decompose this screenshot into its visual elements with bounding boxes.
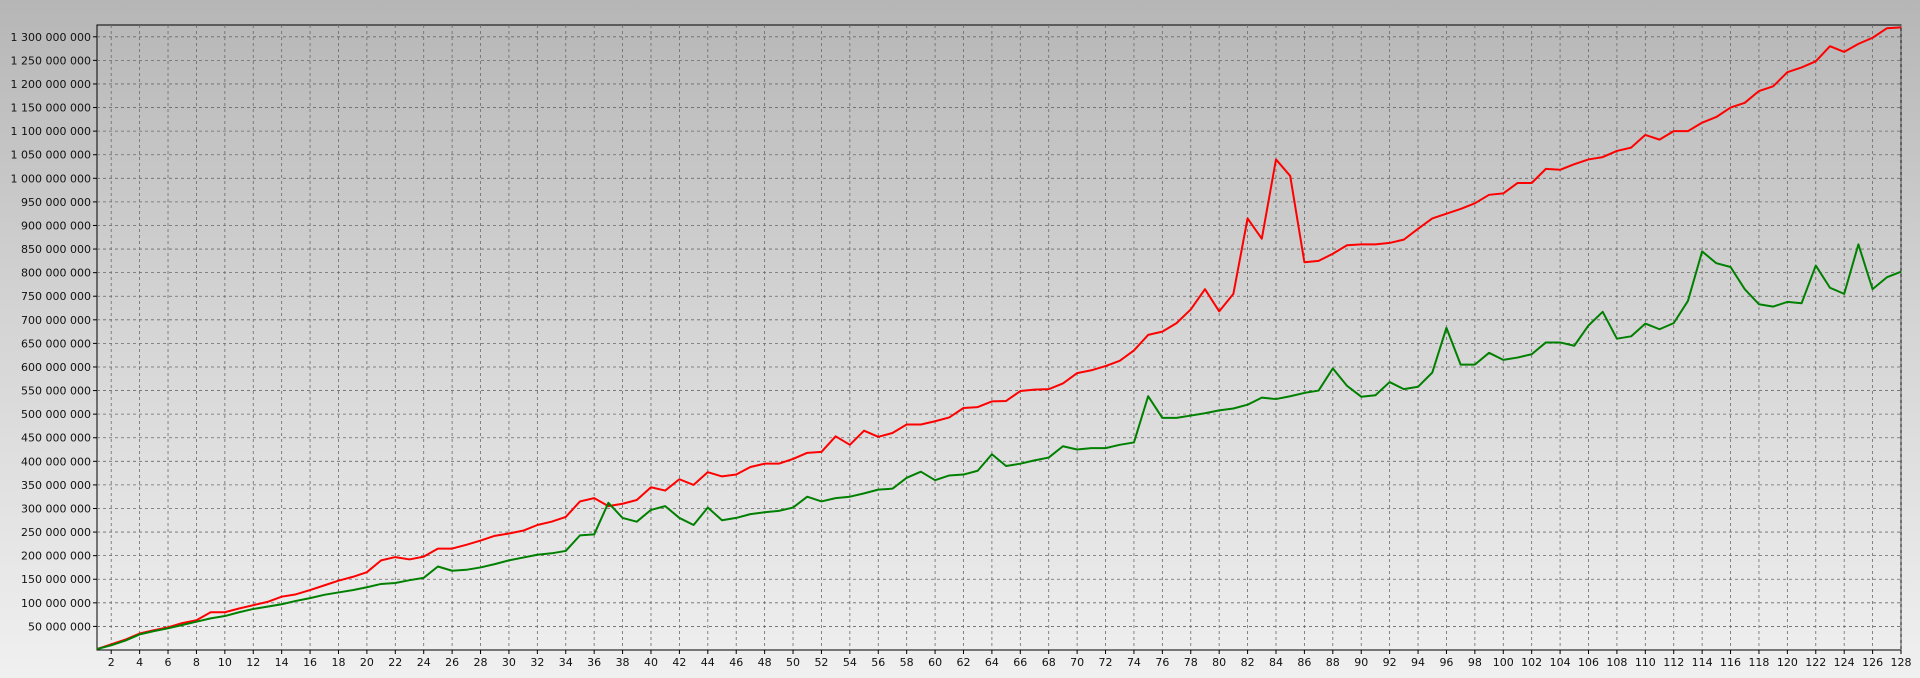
x-tick-label: 54 <box>843 656 857 669</box>
y-axis: 50 000 000 100 000 000 150 000 000 200 000 … <box>11 31 97 633</box>
grid-lines <box>97 25 1902 650</box>
x-tick-label: 28 <box>474 656 488 669</box>
x-tick-label: 114 <box>1692 656 1713 669</box>
x-tick-label: 42 <box>672 656 686 669</box>
x-tick-label: 74 <box>1127 656 1141 669</box>
x-tick-label: 126 <box>1862 656 1883 669</box>
x-axis: 2 4 6 8 10 12 14 16 18 20 22 24 26 28 30 32 34 36 38 40 42 44… <box>108 650 1912 669</box>
x-tick-label: 124 <box>1834 656 1855 669</box>
x-tick-label: 30 <box>502 656 516 669</box>
x-tick-label: 66 <box>1013 656 1027 669</box>
x-tick-label: 32 <box>530 656 544 669</box>
x-tick-label: 104 <box>1550 656 1571 669</box>
y-tick-label: 200 000 000 <box>21 550 91 563</box>
x-tick-label: 68 <box>1042 656 1056 669</box>
x-tick-label: 118 <box>1748 656 1769 669</box>
x-tick-label: 100 <box>1493 656 1514 669</box>
y-tick-label: 1 050 000 000 <box>11 149 91 162</box>
x-tick-label: 60 <box>928 656 942 669</box>
y-tick-label: 900 000 000 <box>21 219 91 232</box>
x-tick-label: 90 <box>1354 656 1368 669</box>
x-tick-label: 128 <box>1891 656 1912 669</box>
series-line-2 <box>96 243 1902 651</box>
x-tick-label: 106 <box>1578 656 1599 669</box>
y-tick-label: 1 300 000 000 <box>11 31 91 44</box>
x-tick-label: 6 <box>165 656 172 669</box>
x-tick-label: 10 <box>218 656 232 669</box>
y-tick-label: 1 100 000 000 <box>11 125 91 138</box>
x-tick-label: 20 <box>360 656 374 669</box>
x-tick-label: 50 <box>786 656 800 669</box>
y-tick-label: 1 000 000 000 <box>11 172 91 185</box>
x-tick-label: 70 <box>1070 656 1084 669</box>
y-tick-label: 350 000 000 <box>21 479 91 492</box>
y-tick-label: 100 000 000 <box>21 597 91 610</box>
x-tick-label: 64 <box>985 656 999 669</box>
y-tick-label: 550 000 000 <box>21 385 91 398</box>
series-line-1 <box>96 26 1902 651</box>
y-tick-label: 50 000 000 <box>28 620 91 633</box>
y-tick-label: 750 000 000 <box>21 290 91 303</box>
y-tick-label: 500 000 000 <box>21 408 91 421</box>
y-tick-label: 450 000 000 <box>21 432 91 445</box>
y-tick-label: 1 250 000 000 <box>11 54 91 67</box>
x-tick-label: 26 <box>445 656 459 669</box>
x-tick-label: 92 <box>1383 656 1397 669</box>
y-tick-label: 650 000 000 <box>21 337 91 350</box>
x-tick-label: 62 <box>956 656 970 669</box>
x-tick-label: 12 <box>246 656 260 669</box>
y-tick-label: 600 000 000 <box>21 361 91 374</box>
x-tick-label: 110 <box>1635 656 1656 669</box>
x-tick-label: 122 <box>1805 656 1826 669</box>
y-tick-label: 700 000 000 <box>21 314 91 327</box>
y-tick-label: 300 000 000 <box>21 502 91 515</box>
y-tick-label: 1 150 000 000 <box>11 102 91 115</box>
x-tick-label: 18 <box>331 656 345 669</box>
x-tick-label: 34 <box>559 656 573 669</box>
x-tick-label: 108 <box>1606 656 1627 669</box>
x-tick-label: 46 <box>729 656 743 669</box>
x-tick-label: 94 <box>1411 656 1425 669</box>
x-tick-label: 2 <box>108 656 115 669</box>
y-tick-label: 150 000 000 <box>21 573 91 586</box>
x-tick-label: 22 <box>388 656 402 669</box>
x-tick-label: 38 <box>616 656 630 669</box>
y-tick-label: 800 000 000 <box>21 267 91 280</box>
x-tick-label: 8 <box>193 656 200 669</box>
x-tick-label: 86 <box>1297 656 1311 669</box>
x-tick-label: 80 <box>1212 656 1226 669</box>
x-tick-label: 24 <box>417 656 431 669</box>
x-tick-label: 78 <box>1184 656 1198 669</box>
x-tick-label: 96 <box>1439 656 1453 669</box>
x-tick-label: 36 <box>587 656 601 669</box>
x-tick-label: 56 <box>871 656 885 669</box>
x-tick-label: 72 <box>1099 656 1113 669</box>
x-tick-label: 120 <box>1777 656 1798 669</box>
x-tick-label: 40 <box>644 656 658 669</box>
x-tick-label: 112 <box>1663 656 1684 669</box>
y-tick-label: 950 000 000 <box>21 196 91 209</box>
x-tick-label: 4 <box>136 656 143 669</box>
y-tick-label: 1 200 000 000 <box>11 78 91 91</box>
x-tick-label: 88 <box>1326 656 1340 669</box>
x-tick-label: 48 <box>758 656 772 669</box>
x-tick-label: 84 <box>1269 656 1283 669</box>
x-tick-label: 52 <box>814 656 828 669</box>
x-tick-label: 14 <box>275 656 289 669</box>
y-tick-label: 400 000 000 <box>21 455 91 468</box>
plot-area <box>96 24 1902 651</box>
x-tick-label: 116 <box>1720 656 1741 669</box>
x-tick-label: 58 <box>900 656 914 669</box>
series-lines <box>96 26 1902 651</box>
x-tick-label: 44 <box>701 656 715 669</box>
y-tick-label: 250 000 000 <box>21 526 91 539</box>
y-tick-label: 850 000 000 <box>21 243 91 256</box>
x-tick-label: 98 <box>1468 656 1482 669</box>
x-tick-label: 76 <box>1155 656 1169 669</box>
x-tick-label: 16 <box>303 656 317 669</box>
x-tick-label: 82 <box>1241 656 1255 669</box>
x-tick-label: 102 <box>1521 656 1542 669</box>
